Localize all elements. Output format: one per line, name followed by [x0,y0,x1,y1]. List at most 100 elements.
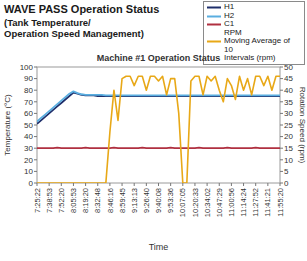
x-tick [61,183,62,186]
y2-tick [280,67,283,68]
legend-line [207,7,221,9]
x-tick [280,183,281,186]
x-tick [207,183,208,186]
y2-tick [280,136,283,137]
y2-tick-label: 0 [284,179,289,188]
x-tick-label: 10:20:33 [191,188,200,217]
x-tick [194,183,195,186]
y-tick-label: 60 [24,109,33,118]
y2-tick-label: 20 [284,132,293,141]
y2-axis-title: Rotation Speed (rpm) [298,87,307,164]
legend-swatch [207,12,221,20]
y2-tick [280,159,283,160]
y2-tick-label: 40 [284,86,293,95]
y2-tick [280,125,283,126]
legend-line [207,41,221,43]
y-tick-label: 80 [24,86,33,95]
y-tick-label: 70 [24,98,33,107]
legend-item: C1 RPM [207,20,301,37]
y2-tick [280,90,283,91]
x-tick [255,183,256,186]
y-tick [34,159,37,160]
y-tick [34,67,37,68]
x-tick-label: 8:46:16 [106,188,115,213]
legend-swatch [207,20,221,28]
y2-tick-label: 30 [284,109,293,118]
x-tick [73,183,74,186]
x-axis-title: Time [149,242,169,252]
y-tick [34,171,37,172]
x-tick [146,183,147,186]
legend-item: H1 [207,3,301,12]
y2-tick-label: 5 [284,167,289,176]
x-tick [219,183,220,186]
y2-tick [280,101,283,102]
x-tick [170,183,171,186]
x-tick [182,183,183,186]
y-tick-label: 0 [29,179,34,188]
y2-tick-label: 35 [284,98,293,107]
legend-line [207,15,221,17]
x-tick-label: 8:59:45 [118,188,127,213]
y-tick-label: 20 [24,156,33,165]
x-tick-label: 8:05:53 [69,188,78,213]
x-tick [49,183,50,186]
legend-label: C1 RPM [224,20,242,37]
legend-swatch [207,3,221,11]
y-tick [34,101,37,102]
series-group [37,76,280,183]
x-tick-label: 9:26:40 [142,188,151,213]
x-tick-label: 7:52:20 [57,188,66,213]
x-tick [122,183,123,186]
y2-tick-label: 50 [284,63,293,72]
legend-item: Moving Average of 10 Intervals (rpm) [207,37,301,63]
y-tick [34,113,37,114]
x-tick [158,183,159,186]
y-tick [34,90,37,91]
x-tick [97,183,98,186]
y2-tick-label: 10 [284,156,293,165]
y-tick [34,125,37,126]
y2-tick-label: 25 [284,121,293,130]
x-tick-label: 10:34:02 [203,188,212,217]
x-tick-label: 10:07:05 [178,188,187,217]
series-line [37,147,280,149]
y-tick-label: 50 [24,121,33,130]
y-tick [34,78,37,79]
y-tick-label: 30 [24,144,33,153]
series-line [37,76,280,183]
x-tick-label: 7:38:53 [45,188,54,213]
x-tick-label: 11:27:52 [251,188,260,217]
legend-label: Moving Average of 10 Intervals (rpm) [224,37,301,63]
legend-line [207,24,221,26]
legend-item: H2 [207,12,301,21]
y-tick-label: 40 [24,132,33,141]
x-tick [109,183,110,186]
legend-swatch [207,37,221,45]
x-tick-label: 9:53:36 [166,188,175,213]
plot-title: Machine #1 Operation Status [97,53,221,63]
subtitle: (Tank Temperature/ Operation Speed Manag… [4,17,159,39]
x-tick [243,183,244,186]
x-tick-label: 8:19:20 [81,188,90,213]
x-tick [231,183,232,186]
x-tick-label: 7:25:22 [33,188,42,213]
x-tick-label: 8:32:48 [93,188,102,213]
title-block: WAVE PASS Operation Status (Tank Tempera… [4,3,159,39]
y-tick-label: 10 [24,167,33,176]
y2-tick [280,148,283,149]
y2-tick [280,171,283,172]
series-line [37,93,280,124]
y-tick [34,148,37,149]
y2-tick [280,113,283,114]
legend-label: H1 [224,3,234,12]
plot-frame [37,67,280,183]
y2-tick-label: 45 [284,74,293,83]
x-tick-label: 11:00:56 [227,188,236,217]
x-tick [267,183,268,186]
x-tick [134,183,135,186]
title: WAVE PASS Operation Status [4,3,159,16]
y-tick [34,136,37,137]
x-tick [85,183,86,186]
x-tick-label: 9:40:08 [154,188,163,213]
